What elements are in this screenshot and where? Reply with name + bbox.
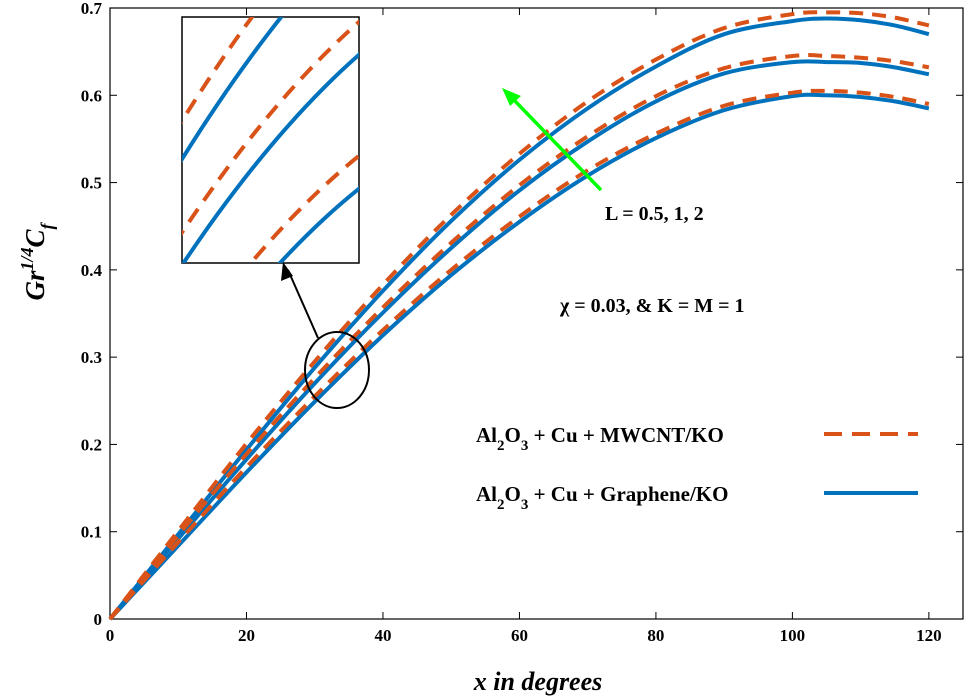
y-axis-title: Gr1/4Cf <box>17 221 57 300</box>
y-axis-title-base: Gr <box>20 270 50 300</box>
y-ticks: 0 0.1 0.2 0.3 0.4 0.5 0.6 0.7 <box>81 0 963 629</box>
inset-graphene-curve-2 <box>182 52 359 263</box>
inset-mwcnt-curve-2 <box>182 19 359 236</box>
zoom-pointer-line <box>287 269 319 339</box>
x-tick-label: 120 <box>916 626 942 645</box>
x-tick-label: 100 <box>780 626 806 645</box>
graphene-curve-3 <box>108 16 930 621</box>
zoom-ellipse-outline <box>304 331 370 409</box>
graphene-curve-2 <box>108 59 930 621</box>
y-axis-title-main: C <box>20 228 50 247</box>
curves <box>108 10 930 621</box>
x-tick-label: 20 <box>238 626 255 645</box>
plot-frame <box>109 7 964 620</box>
zoom-pointer-head <box>281 262 293 281</box>
inset-curves <box>182 17 359 263</box>
y-tick-label: 0 <box>94 610 103 629</box>
inset-mwcnt-curve-3 <box>182 17 255 125</box>
mwcnt-curve-2 <box>108 53 930 621</box>
y-tick-label: 0.6 <box>81 86 102 105</box>
y-tick-label: 0.7 <box>81 0 103 18</box>
legend: Al2O3 + Cu + MWCNT/KO Al2O3 + Cu + Graphe… <box>476 423 918 513</box>
mwcnt-curve-1 <box>108 88 930 621</box>
mwcnt-curve-3 <box>108 10 930 621</box>
y-tick-label: 0.4 <box>81 261 103 280</box>
parameter-arrow <box>502 88 603 192</box>
x-tick-label: 0 <box>106 626 115 645</box>
y-tick-label: 0.1 <box>81 523 102 542</box>
y-tick-label: 0.2 <box>81 435 102 454</box>
y-tick-label: 0.3 <box>81 348 102 367</box>
x-tick-label: 80 <box>647 626 664 645</box>
params-annotation: χ = 0.03, & K = M = 1 <box>559 295 745 317</box>
param-arrow-shaft <box>512 98 603 192</box>
x-axis-title: x in degrees <box>473 667 603 696</box>
param-arrow-head <box>502 88 521 106</box>
graphene-curve-1 <box>108 92 930 621</box>
axes-frame <box>109 7 964 620</box>
inset-mwcnt-curve-1 <box>248 153 359 263</box>
x-ticks: 0 20 40 60 80 100 120 <box>106 8 942 645</box>
x-tick-label: 60 <box>511 626 528 645</box>
y-tick-label: 0.5 <box>81 174 102 193</box>
legend-label-1: Al2O3 + Cu + MWCNT/KO <box>476 423 724 454</box>
zoom-inset <box>181 16 360 264</box>
legend-label-2: Al2O3 + Cu + Graphene/KO <box>476 482 728 513</box>
arrow-label: L = 0.5, 1, 2 <box>605 203 704 225</box>
inset-graphene-curve-1 <box>277 186 359 263</box>
x-tick-label: 40 <box>374 626 391 645</box>
zoom-ellipse <box>281 262 370 409</box>
y-axis-title-sup: 1/4 <box>17 247 37 270</box>
y-axis-title-sub: f <box>37 221 57 229</box>
inset-graphene-curve-3 <box>182 17 284 163</box>
